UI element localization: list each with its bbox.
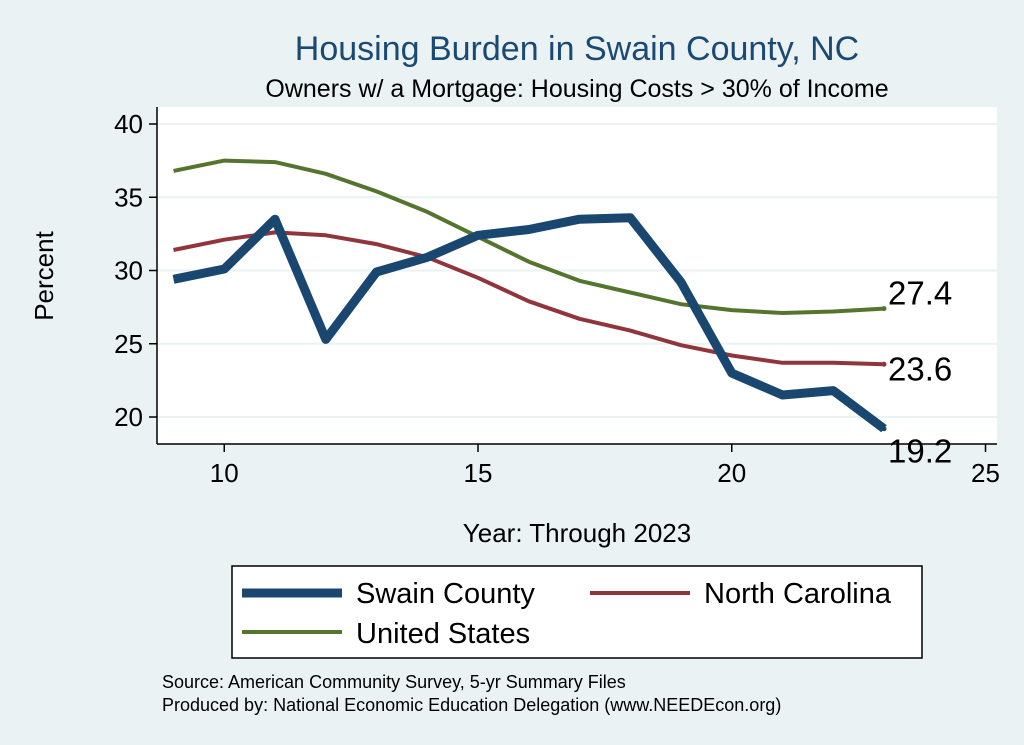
legend: Swain County North Carolina United State… <box>231 565 923 659</box>
x-tick-label-10: 10 <box>210 458 239 488</box>
series-line-nc <box>173 230 885 367</box>
series-line-us <box>173 158 885 315</box>
x-ticks: 10 15 20 25 <box>210 444 1000 488</box>
y-ticks: 20 25 30 35 40 <box>114 109 157 432</box>
end-label-swain: 19.2 <box>888 433 952 470</box>
series-endpoint-us <box>881 306 887 312</box>
y-tick-label-20: 20 <box>114 402 143 432</box>
series-endpoint-nc <box>881 361 887 367</box>
x-tick-label-15: 15 <box>464 458 493 488</box>
end-labels: 19.2 23.6 27.4 <box>888 275 952 470</box>
end-label-nc: 23.6 <box>888 350 952 387</box>
series-line-swain <box>172 213 887 433</box>
x-tick-label-25: 25 <box>971 458 1000 488</box>
axes <box>156 107 997 445</box>
legend-label-nc: North Carolina <box>704 578 892 610</box>
chart-title: Housing Burden in Swain County, NC <box>295 30 859 68</box>
legend-label-us: United States <box>356 618 530 650</box>
x-tick-label-20: 20 <box>717 458 746 488</box>
y-tick-label-35: 35 <box>114 182 143 212</box>
legend-box <box>231 565 923 659</box>
source-line-1: Source: American Community Survey, 5-yr … <box>162 672 626 692</box>
source-line-2: Produced by: National Economic Education… <box>162 695 781 715</box>
end-label-us: 27.4 <box>888 275 952 312</box>
plot-area <box>157 107 997 444</box>
y-tick-label-30: 30 <box>114 256 143 286</box>
y-tick-label-25: 25 <box>114 329 143 359</box>
y-tick-label-40: 40 <box>114 109 143 139</box>
chart-subtitle: Owners w/ a Mortgage: Housing Costs > 30… <box>265 75 888 103</box>
series-endpoint-swain <box>881 426 887 432</box>
y-axis-title: Percent <box>29 230 59 320</box>
x-axis-title: Year: Through 2023 <box>463 518 691 548</box>
series-lines <box>172 158 887 433</box>
legend-label-swain: Swain County <box>356 578 535 610</box>
